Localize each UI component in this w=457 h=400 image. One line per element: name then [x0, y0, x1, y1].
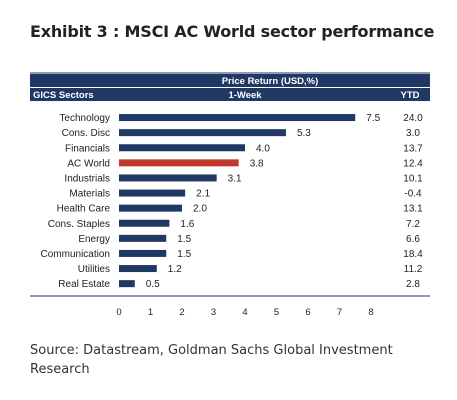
ytd-label: 7.2: [406, 219, 420, 230]
value-label: 3.1: [228, 173, 242, 184]
category-label: Cons. Disc: [62, 128, 110, 139]
ytd-label: 3.0: [406, 128, 420, 139]
bar: [119, 204, 182, 212]
value-label: 2.0: [193, 204, 207, 215]
value-label: 1.2: [168, 264, 182, 275]
value-label: 1.5: [177, 234, 191, 245]
value-label: 4.0: [256, 143, 270, 154]
value-label: 3.8: [250, 158, 264, 169]
value-label: 2.1: [196, 189, 210, 200]
category-label: AC World: [67, 158, 110, 169]
ytd-label: 13.1: [403, 204, 423, 215]
x-tick-label: 1: [148, 307, 153, 318]
x-tick-label: 5: [274, 307, 279, 318]
ytd-label: 2.8: [406, 279, 420, 290]
source-note: Source: Datastream, Goldman Sachs Global…: [30, 343, 393, 377]
header-price-return: Price Return (USD,%): [222, 76, 319, 87]
bar: [119, 189, 186, 197]
bar: [119, 280, 135, 288]
category-label: Energy: [78, 234, 110, 245]
category-label: Health Care: [57, 204, 111, 215]
x-axis-ticks: 0 1 2 3 4 5 6 7 8: [116, 307, 373, 318]
chart-title: Exhibit 3 : MSCI AC World sector perform…: [30, 22, 435, 41]
ytd-label: 11.2: [404, 264, 423, 275]
bar: [119, 265, 157, 273]
ytd-label: 6.6: [406, 234, 420, 245]
ytd-label: 18.4: [403, 249, 423, 260]
header-band-2: [30, 88, 430, 101]
header-1-week: 1-Week: [228, 90, 262, 101]
x-tick-label: 2: [179, 307, 184, 318]
ytd-label: 10.1: [403, 173, 423, 184]
category-label: Utilities: [78, 264, 110, 275]
bar: [119, 249, 167, 257]
ytd-label: 12.4: [403, 158, 423, 169]
bar: [119, 129, 286, 137]
bar-chart: Price Return (USD,%) GICS Sectors 1-Week…: [30, 72, 430, 318]
category-label: Cons. Staples: [48, 219, 110, 230]
x-tick-label: 8: [368, 307, 373, 318]
ytd-label: 13.7: [403, 143, 423, 154]
value-label: 1.6: [180, 219, 194, 230]
x-tick-label: 0: [116, 307, 121, 318]
bar: [119, 234, 167, 242]
category-label: Materials: [69, 189, 110, 200]
chart-rows: Technology 7.5 24.0 Cons. Disc 5.3 3.0 Financi…: [41, 113, 424, 290]
bar: [119, 114, 356, 122]
value-label: 0.5: [146, 279, 160, 290]
x-tick-label: 6: [305, 307, 310, 318]
header-ytd: YTD: [401, 90, 420, 101]
category-label: Financials: [65, 143, 110, 154]
x-tick-label: 4: [242, 307, 247, 318]
category-label: Industrials: [64, 173, 110, 184]
header-gics-sectors: GICS Sectors: [33, 90, 94, 101]
value-label: 7.5: [366, 113, 380, 124]
value-label: 5.3: [297, 128, 311, 139]
value-label: 1.5: [177, 249, 191, 260]
category-label: Communication: [41, 249, 110, 260]
category-label: Real Estate: [58, 279, 110, 290]
category-label: Technology: [59, 113, 110, 124]
bar: [119, 159, 239, 167]
bar: [119, 174, 217, 182]
bar: [119, 219, 170, 227]
header-band-1: [30, 74, 430, 87]
x-tick-label: 3: [211, 307, 216, 318]
ytd-label: -0.4: [404, 189, 422, 200]
x-tick-label: 7: [337, 307, 342, 318]
bar: [119, 144, 245, 152]
ytd-label: 24.0: [403, 113, 423, 124]
